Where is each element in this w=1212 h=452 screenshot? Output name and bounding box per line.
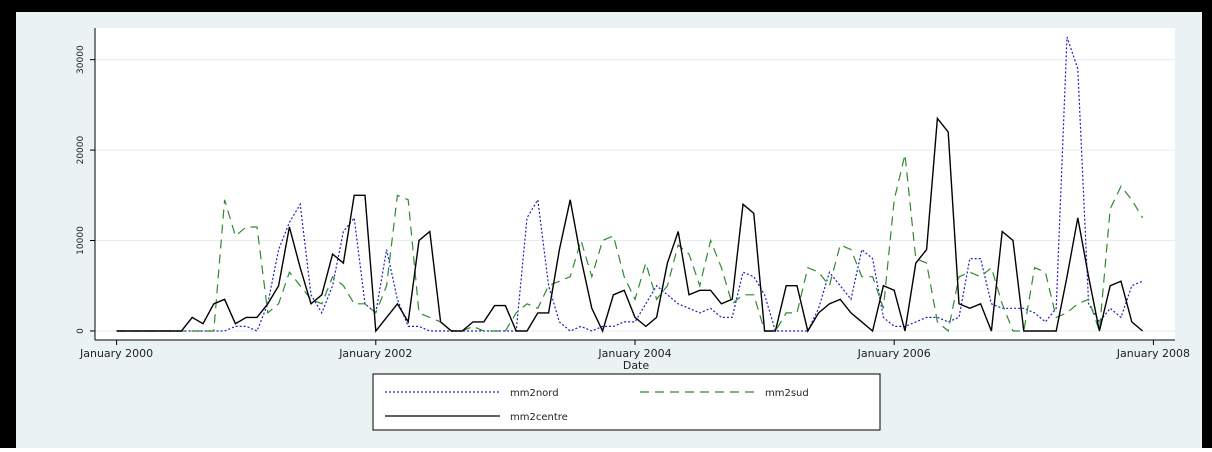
legend-label: mm2centre [510,412,568,423]
x-tick-label: January 2000 [79,347,153,360]
y-tick-label: 30000 [76,45,86,74]
x-axis-title: Date [623,359,650,372]
x-tick-label: January 2002 [338,347,412,360]
plot-area [95,28,1175,340]
x-tick-label: January 2006 [857,347,931,360]
legend-label: mm2sud [765,388,809,399]
y-tick-label: 10000 [76,226,86,255]
x-tick-label: January 2008 [1116,347,1190,360]
y-tick-label: 20000 [76,136,86,165]
series-line [116,36,1143,332]
series-line [116,116,1144,333]
legend [372,373,881,431]
legend-label: mm2nord [510,388,559,399]
y-tick-label: 0 [76,328,86,334]
x-tick-label: January 2004 [597,347,671,360]
series-line [116,154,1144,333]
